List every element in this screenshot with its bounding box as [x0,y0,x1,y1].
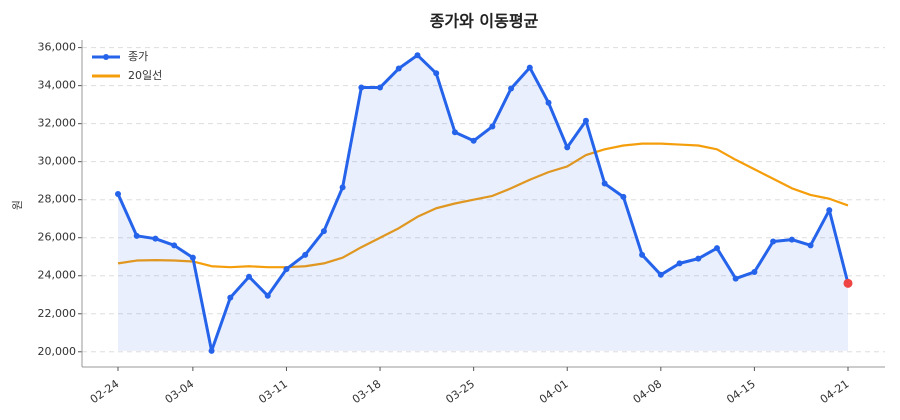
x-tick-label: 02-24 [88,377,122,406]
series-line [116,53,850,353]
point [508,85,515,92]
legend-label: 종가 [128,50,148,63]
x-tick-label: 03-25 [443,377,477,406]
point [451,129,458,136]
point [358,84,365,91]
y-tick-label: 26,000 [38,231,77,244]
y-axis-label: 원 [11,200,24,210]
x-tick-label: 03-18 [350,377,384,406]
point [826,207,833,214]
point [713,245,720,252]
point [751,268,758,275]
point [564,144,571,151]
point [246,273,253,280]
x-tick-label: 04-08 [631,377,665,406]
point [601,180,608,187]
point [639,251,646,258]
point [414,52,421,59]
legend-marker [103,54,109,60]
point [264,292,271,299]
point [489,123,496,130]
y-tick-label: 24,000 [38,269,77,282]
point [676,260,683,267]
point [171,242,178,249]
point [732,275,739,282]
point [302,251,309,258]
y-tick-label: 20,000 [38,345,77,358]
series-line [117,142,849,269]
point [526,64,533,71]
point [339,184,346,191]
point [152,235,159,242]
y-tick-label: 32,000 [38,117,77,130]
point [807,242,814,249]
y-tick-label: 36,000 [38,41,77,54]
x-tick-label: 03-04 [163,377,197,406]
y-tick-label: 30,000 [38,155,77,168]
point [283,266,290,273]
legend-label: 20일선 [128,68,162,82]
point [433,70,440,77]
y-tick-label: 34,000 [38,79,77,92]
point [470,137,477,144]
point [133,232,140,239]
point [788,236,795,243]
point [657,271,664,278]
y-tick-label: 22,000 [38,307,77,320]
point [320,228,327,235]
chart-title: 종가와 이동평균 [430,12,539,31]
area-fill [118,55,848,351]
point [395,65,402,72]
point [695,255,702,262]
x-tick-label: 04-15 [724,377,758,406]
x-tick-label: 04-21 [818,377,852,406]
point [377,84,384,91]
point [620,193,627,200]
point [115,190,121,197]
point [770,238,777,245]
point [843,278,853,288]
x-tick-label: 04-01 [537,377,571,406]
y-tick-label: 28,000 [38,193,77,206]
x-tick-label: 03-11 [256,377,290,406]
point [582,117,589,124]
point [227,294,234,301]
point [208,347,215,354]
point [545,99,552,106]
point [189,254,196,261]
